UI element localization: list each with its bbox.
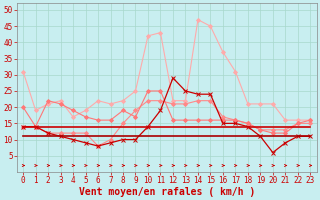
X-axis label: Vent moyen/en rafales ( km/h ): Vent moyen/en rafales ( km/h ) <box>79 187 255 197</box>
